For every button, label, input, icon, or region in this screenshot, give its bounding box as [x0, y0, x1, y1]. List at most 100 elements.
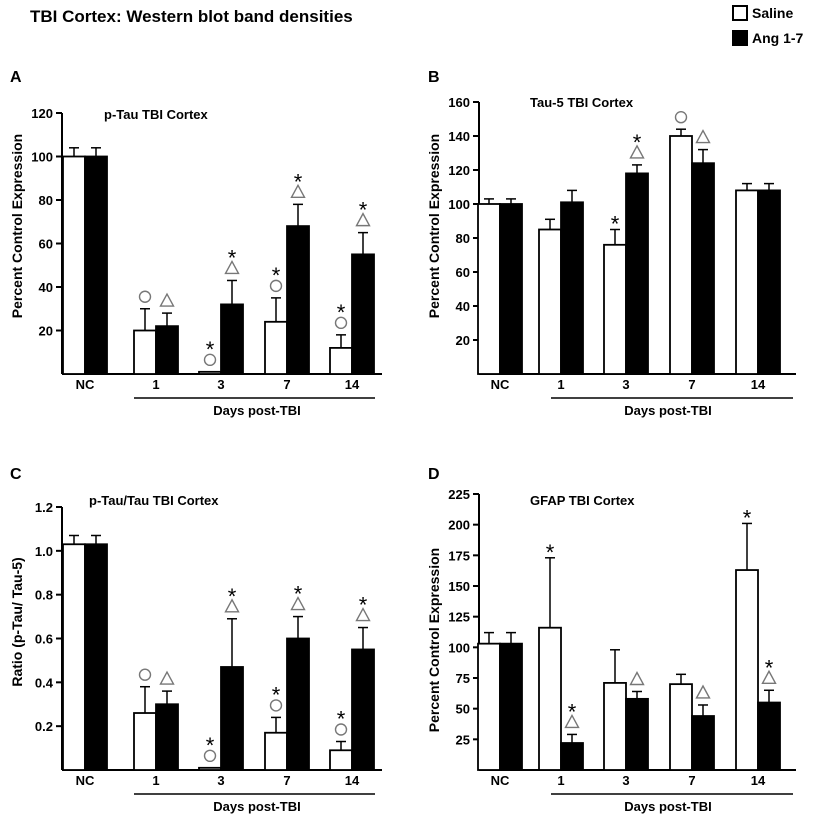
significance-circle: [334, 316, 348, 330]
significance-triangle: [355, 607, 371, 622]
x-tick-label: NC: [76, 773, 95, 788]
y-tick-label: 160: [448, 95, 470, 110]
bar-ang-3: [625, 172, 649, 375]
bar-saline-7: [669, 683, 693, 771]
significance-star: *: [337, 707, 346, 732]
y-tick-label: 25: [456, 732, 470, 747]
y-tick-label: 75: [456, 671, 470, 686]
significance-circle: [674, 110, 688, 124]
y-tick-label: 60: [39, 237, 53, 252]
y-axis-label: Percent Control Expression: [426, 548, 442, 732]
significance-star: *: [272, 682, 281, 707]
bar-ang-nc: [84, 543, 108, 771]
x-tick-label: 14: [751, 377, 766, 392]
bar-saline-3: [603, 243, 627, 375]
significance-circle: [138, 290, 152, 303]
y-tick-label: 20: [456, 333, 470, 348]
y-tick-label: 1.0: [35, 544, 53, 559]
panel-a: A p-Tau TBI Cortex Percent Control Expre…: [9, 69, 382, 418]
y-tick-label: 60: [456, 265, 470, 280]
x-axis-label: Days post-TBI: [624, 799, 711, 814]
x-axis-label: Days post-TBI: [213, 403, 300, 418]
significance-triangle: [290, 596, 306, 611]
significance-triangle: [695, 684, 711, 699]
bar-saline-1: [538, 626, 562, 771]
bar-ang-1: [155, 703, 179, 771]
bar-ang-3: [220, 303, 244, 375]
bar-saline-7: [669, 135, 693, 375]
x-tick-label: NC: [491, 773, 510, 788]
panel-letter: D: [428, 466, 440, 483]
significance-triangle: [159, 292, 175, 307]
panel-letter: B: [428, 69, 440, 86]
significance-star: *: [546, 540, 555, 565]
x-tick-label: 3: [217, 377, 224, 392]
significance-triangle: [224, 260, 240, 275]
legend-saline-swatch: [732, 5, 748, 21]
bar-ang-7: [691, 162, 715, 375]
bar-saline-7: [264, 320, 288, 375]
significance-circle: [269, 699, 283, 712]
bar-ang-nc: [84, 155, 108, 375]
significance-circle: [203, 353, 217, 367]
x-tick-label: 3: [217, 773, 224, 788]
significance-triangle: [629, 671, 645, 686]
significance-triangle: [761, 669, 777, 684]
y-axis-label: Percent Control Expression: [426, 134, 442, 318]
bar-ang-nc: [499, 642, 523, 771]
bar-saline-nc: [62, 543, 86, 771]
significance-triangle: [629, 144, 645, 159]
bar-saline-3: [603, 682, 627, 771]
legend-ang-swatch: [732, 30, 748, 46]
y-tick-label: 20: [39, 324, 53, 339]
significance-star: *: [337, 300, 346, 325]
y-tick-label: 0.4: [35, 675, 54, 690]
panel-d: D GFAP TBI Cortex Percent Control Expres…: [426, 466, 796, 814]
panel-title: Tau-5 TBI Cortex: [530, 95, 634, 110]
y-tick-label: 40: [456, 299, 470, 314]
bar-saline-3: [198, 766, 222, 771]
panel-title: GFAP TBI Cortex: [530, 493, 635, 508]
significance-star: *: [765, 655, 774, 680]
x-tick-label: 1: [152, 773, 159, 788]
legend-ang-label: Ang 1-7: [752, 30, 804, 46]
significance-triangle: [290, 183, 306, 199]
bar-ang-7: [286, 225, 310, 375]
y-tick-label: 0.2: [35, 719, 53, 734]
panel-title: p-Tau TBI Cortex: [104, 107, 209, 122]
x-tick-label: 7: [688, 773, 695, 788]
figure-title: TBI Cortex: Western blot band densities: [30, 7, 353, 26]
bar-ang-14: [757, 701, 781, 771]
bar-ang-7: [286, 637, 310, 771]
x-tick-label: 1: [557, 773, 564, 788]
panel-letter: C: [10, 466, 22, 483]
y-tick-label: 120: [448, 163, 470, 178]
panel-c: C p-Tau/Tau TBI Cortex Ratio (p-Tau/ Tau…: [9, 466, 382, 814]
significance-triangle: [159, 670, 175, 685]
y-tick-label: 0.8: [35, 588, 53, 603]
significance-star: *: [359, 593, 368, 618]
y-tick-label: 100: [31, 150, 53, 165]
y-tick-label: 225: [448, 487, 470, 502]
bar-ang-1: [155, 325, 179, 375]
x-tick-label: 14: [751, 773, 766, 788]
x-axis-label: Days post-TBI: [624, 403, 711, 418]
bar-saline-3: [198, 370, 222, 375]
bar-ang-3: [625, 697, 649, 771]
significance-star: *: [294, 169, 303, 194]
legend: Saline Ang 1-7: [732, 5, 804, 46]
y-tick-label: 175: [448, 548, 470, 563]
bar-ang-1: [560, 201, 584, 375]
significance-triangle: [355, 212, 371, 227]
y-tick-label: 50: [456, 702, 470, 717]
significance-star: *: [611, 212, 620, 237]
significance-triangle: [224, 598, 240, 613]
significance-star: *: [633, 130, 642, 155]
bar-saline-nc: [62, 155, 86, 375]
significance-triangle: [564, 713, 580, 729]
y-tick-label: 200: [448, 518, 470, 533]
bar-saline-nc: [477, 203, 501, 375]
bar-saline-1: [133, 712, 157, 771]
significance-circle: [334, 723, 348, 736]
bar-ang-14: [351, 253, 375, 375]
